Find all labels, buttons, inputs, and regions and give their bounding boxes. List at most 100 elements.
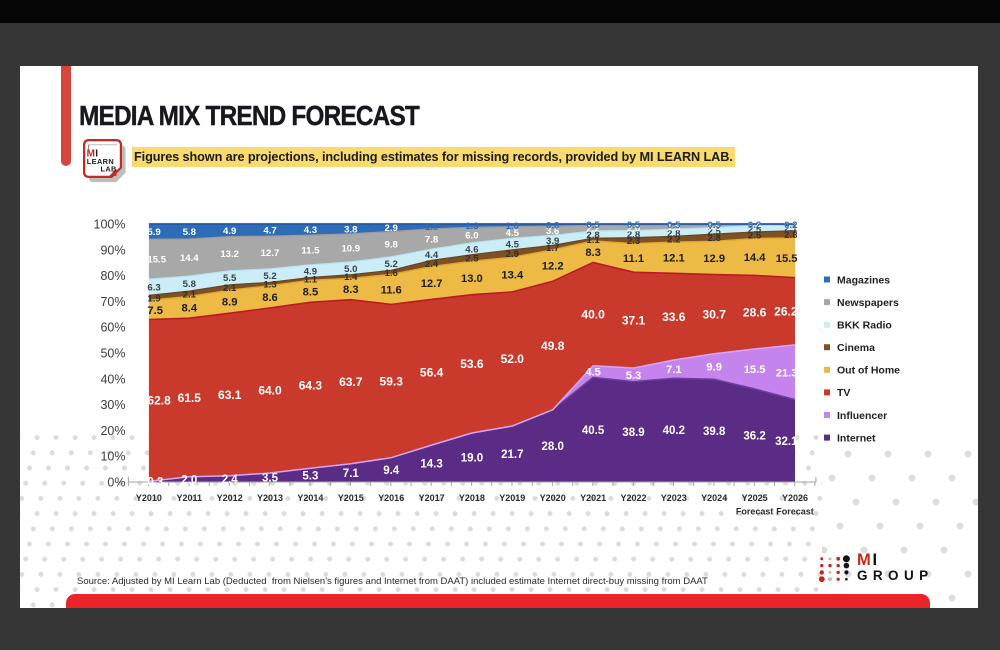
svg-text:11.6: 11.6	[381, 284, 402, 296]
svg-text:13.2: 13.2	[220, 249, 239, 260]
svg-text:4.3: 4.3	[304, 225, 317, 236]
svg-text:5.3: 5.3	[626, 370, 642, 382]
svg-text:80%: 80%	[100, 269, 125, 283]
svg-text:8.3: 8.3	[585, 247, 601, 259]
svg-text:Y2014: Y2014	[297, 493, 323, 503]
svg-text:0.5: 0.5	[708, 220, 722, 231]
svg-text:8.6: 8.6	[262, 292, 278, 304]
svg-text:37.1: 37.1	[622, 313, 646, 327]
svg-text:5.2: 5.2	[263, 271, 276, 282]
svg-text:62.8: 62.8	[147, 394, 171, 408]
svg-text:8.4: 8.4	[182, 302, 198, 314]
svg-text:11.5: 11.5	[301, 245, 320, 256]
svg-text:30.7: 30.7	[703, 308, 727, 322]
svg-text:14.4: 14.4	[744, 252, 767, 264]
svg-text:5.9: 5.9	[147, 227, 160, 238]
svg-text:40.0: 40.0	[581, 307, 605, 321]
svg-text:7.5: 7.5	[147, 305, 163, 317]
svg-text:5.8: 5.8	[183, 279, 197, 290]
svg-text:Magazines: Magazines	[837, 274, 890, 286]
svg-text:2.1: 2.1	[183, 289, 197, 300]
svg-text:63.1: 63.1	[218, 388, 242, 402]
svg-text:5.0: 5.0	[344, 264, 357, 275]
svg-text:Influencer: Influencer	[837, 410, 887, 422]
svg-text:21.7: 21.7	[501, 449, 523, 461]
svg-text:49.8: 49.8	[541, 339, 565, 353]
svg-text:0%: 0%	[107, 476, 125, 490]
svg-text:1.7: 1.7	[546, 243, 559, 254]
svg-text:21.3: 21.3	[776, 367, 798, 379]
svg-text:2.9: 2.9	[506, 249, 519, 260]
svg-text:Y2022: Y2022	[620, 493, 646, 503]
svg-text:12.9: 12.9	[703, 253, 725, 265]
svg-text:0.4: 0.4	[748, 220, 762, 231]
svg-text:MI: MI	[87, 149, 99, 160]
svg-text:33.6: 33.6	[662, 310, 686, 324]
svg-text:4.9: 4.9	[304, 267, 317, 278]
svg-text:2.2: 2.2	[586, 224, 599, 235]
svg-text:2.4: 2.4	[425, 259, 439, 270]
svg-text:Y2015: Y2015	[338, 493, 364, 503]
svg-text:4.5: 4.5	[506, 228, 520, 239]
svg-text:28.0: 28.0	[542, 441, 564, 453]
svg-text:53.6: 53.6	[460, 357, 484, 371]
svg-text:12.1: 12.1	[663, 253, 685, 265]
svg-text:0.8: 0.8	[546, 220, 560, 231]
svg-text:0.2: 0.2	[784, 220, 797, 231]
svg-text:9.8: 9.8	[385, 240, 399, 251]
svg-text:Y2011: Y2011	[177, 493, 203, 503]
svg-text:2.0: 2.0	[627, 223, 640, 234]
svg-text:0.5: 0.5	[627, 220, 641, 231]
svg-text:2.8: 2.8	[586, 230, 600, 241]
svg-text:40%: 40%	[100, 372, 125, 386]
svg-text:3.9: 3.9	[546, 236, 559, 247]
svg-text:1.1: 1.1	[304, 274, 318, 285]
svg-text:7.8: 7.8	[425, 234, 439, 245]
svg-text:15.5: 15.5	[147, 255, 166, 266]
svg-text:Y2017: Y2017	[419, 493, 445, 503]
svg-text:11.1: 11.1	[623, 253, 644, 265]
svg-text:Y2021: Y2021	[580, 493, 606, 503]
svg-text:38.9: 38.9	[622, 427, 644, 439]
svg-text:14.3: 14.3	[420, 459, 442, 471]
svg-text:2.8: 2.8	[627, 230, 641, 241]
svg-text:50%: 50%	[100, 347, 125, 361]
svg-text:BKK Radio: BKK Radio	[837, 319, 892, 331]
svg-text:0.5: 0.5	[586, 220, 600, 231]
svg-text:70%: 70%	[100, 295, 125, 309]
svg-text:40.2: 40.2	[663, 425, 685, 437]
svg-text:2.8: 2.8	[667, 228, 681, 239]
svg-text:12.2: 12.2	[542, 261, 564, 273]
svg-text:0.9: 0.9	[708, 222, 721, 233]
svg-text:20%: 20%	[100, 424, 125, 438]
svg-text:4.5: 4.5	[585, 367, 601, 379]
svg-text:3.5: 3.5	[262, 473, 279, 485]
svg-text:1.1: 1.1	[586, 235, 600, 246]
svg-text:100%: 100%	[94, 218, 126, 232]
svg-text:32.1: 32.1	[775, 436, 798, 448]
svg-text:Cinema: Cinema	[837, 342, 875, 354]
svg-text:2.9: 2.9	[385, 223, 398, 234]
svg-text:8.3: 8.3	[343, 284, 359, 296]
svg-text:2.2: 2.2	[667, 235, 680, 246]
svg-text:14.4: 14.4	[180, 253, 199, 264]
svg-text:0.5: 0.5	[667, 220, 681, 231]
svg-text:52.0: 52.0	[501, 352, 525, 366]
svg-text:Y2025: Y2025	[742, 493, 768, 503]
svg-text:13.4: 13.4	[501, 270, 524, 282]
svg-text:Newspapers: Newspapers	[837, 297, 899, 309]
svg-text:5.5: 5.5	[223, 273, 237, 284]
svg-text:2.4: 2.4	[222, 474, 239, 486]
svg-text:0.2: 0.2	[748, 220, 761, 231]
svg-text:59.3: 59.3	[380, 374, 404, 388]
svg-text:28.6: 28.6	[743, 306, 767, 320]
svg-text:1.3: 1.3	[263, 279, 276, 290]
svg-text:1.4: 1.4	[344, 272, 358, 283]
svg-text:Out of Home: Out of Home	[837, 365, 900, 377]
svg-text:0.3: 0.3	[784, 220, 797, 231]
svg-text:Y2024: Y2024	[701, 493, 727, 503]
svg-text:56.4: 56.4	[420, 366, 444, 380]
svg-text:TV: TV	[837, 387, 850, 399]
svg-text:LAB: LAB	[101, 164, 117, 173]
svg-text:6.3: 6.3	[147, 283, 160, 294]
